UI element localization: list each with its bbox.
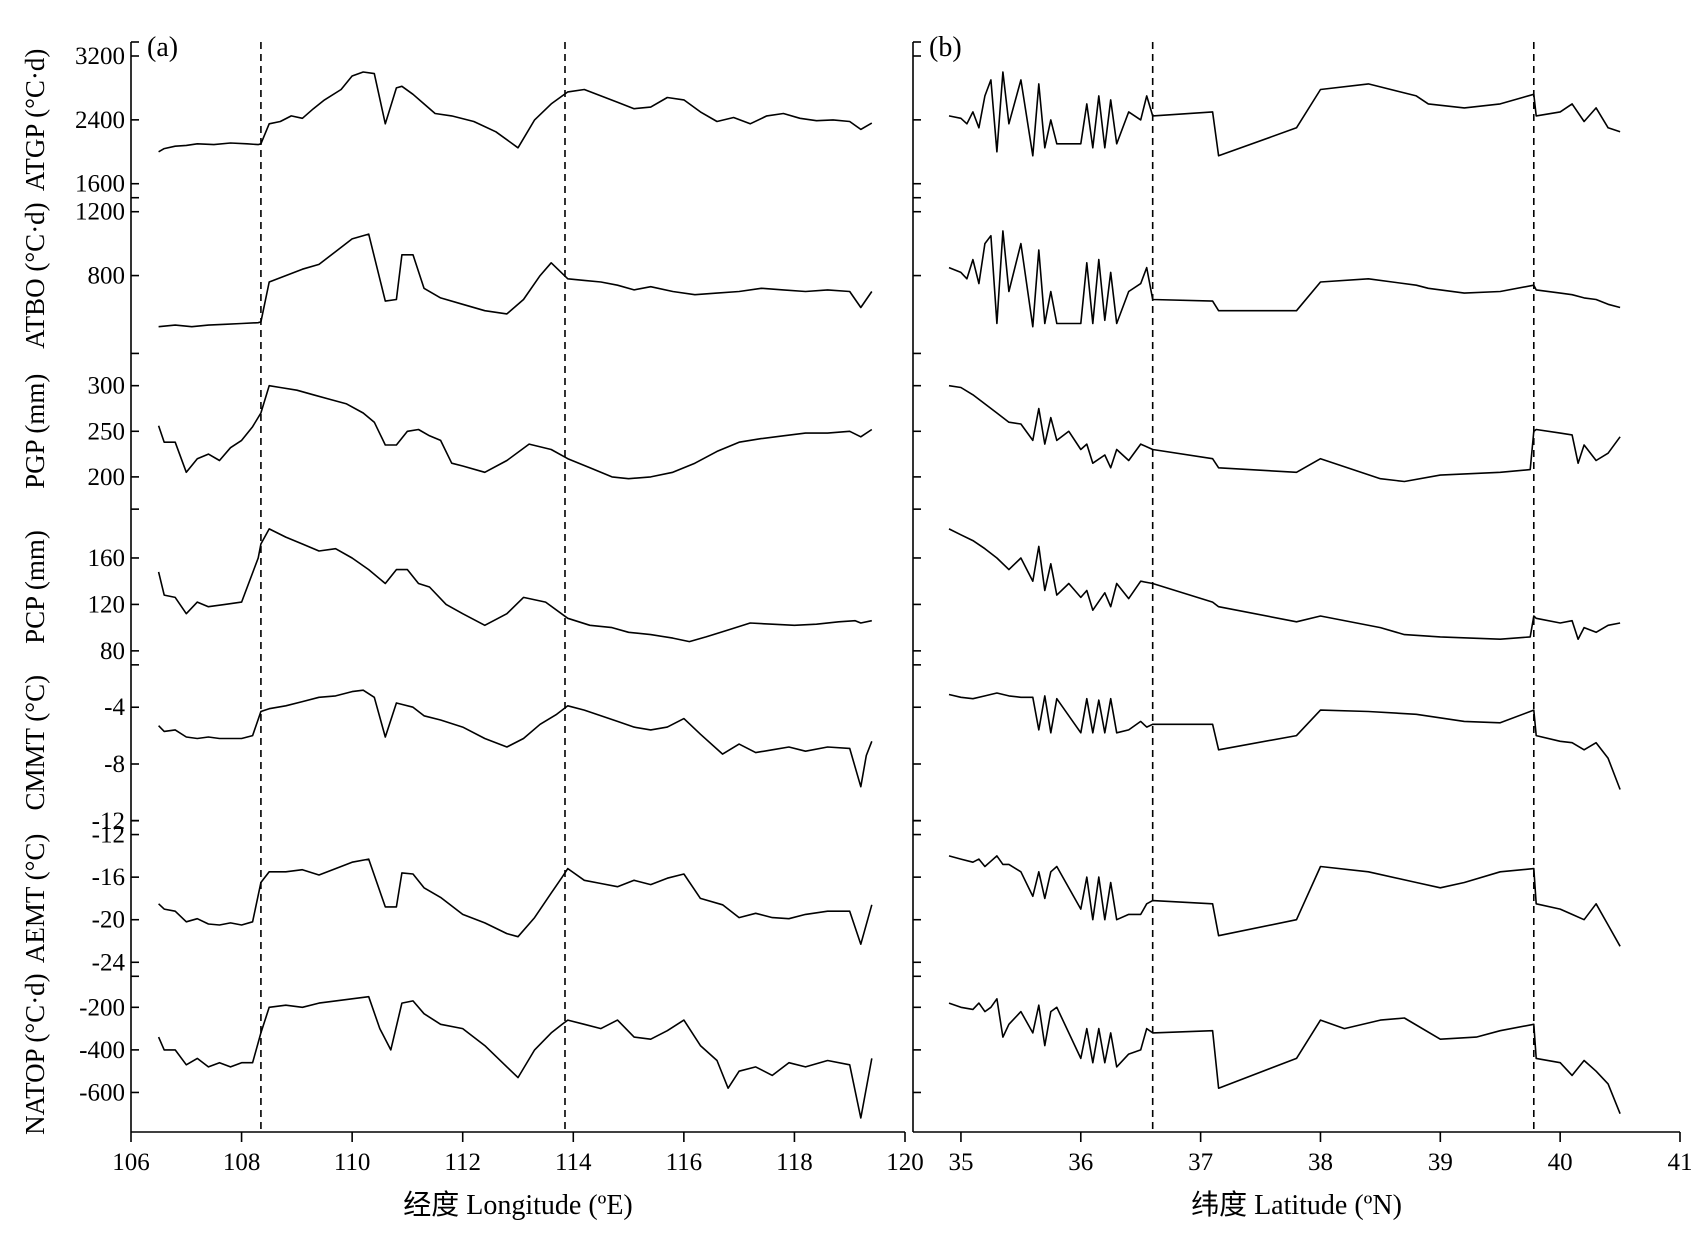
series-line-atgp — [158, 71, 873, 153]
y-axis-label-atbo: ATBO (°C·d) — [20, 202, 50, 349]
y-tick-label: -16 — [92, 864, 125, 891]
x-axis-label: 纬度 Latitude (ºN) — [1191, 1189, 1402, 1221]
y-tick-label: -8 — [104, 751, 125, 778]
x-axis-label: 经度 Longitude (ºE) — [403, 1189, 633, 1221]
x-tick-label: 40 — [1548, 1149, 1573, 1176]
y-axis-label-aemt: AEMT (°C) — [20, 834, 50, 964]
series-line-pgp — [157, 384, 873, 480]
series-line-cmmt — [158, 689, 873, 788]
y-tick-label: -200 — [79, 994, 125, 1021]
y-tick-label: -4 — [104, 694, 125, 721]
y-tick-label: 120 — [88, 591, 126, 618]
series-line-atgp — [948, 71, 1621, 157]
y-tick-label: 250 — [88, 418, 126, 445]
y-tick-label: 3200 — [75, 43, 125, 70]
series-line-aemt — [158, 858, 873, 945]
y-tick-label: -600 — [79, 1079, 125, 1106]
series-line-aemt — [948, 855, 1621, 947]
y-axis-label-pgp: PGP (mm) — [20, 374, 50, 489]
x-tick-label: 39 — [1428, 1149, 1453, 1176]
y-axis-label-pcp: PCP (mm) — [20, 530, 50, 644]
y-tick-label: 800 — [88, 263, 126, 290]
panel-b: 35 36 37 38 39 40 41 纬度 Latitude (ºN) (b) — [912, 32, 1693, 1221]
y-tick-label: -400 — [79, 1037, 125, 1064]
y-tick-label: 2400 — [75, 107, 125, 134]
y-axis-label-cmmt: CMMT (°C) — [20, 675, 50, 811]
y-tick-label: 160 — [88, 545, 126, 572]
x-tick-label: 38 — [1308, 1149, 1333, 1176]
x-tick-label: 108 — [223, 1149, 261, 1176]
series-line-atbo — [158, 233, 873, 328]
x-tick-label: 112 — [444, 1149, 481, 1176]
x-tick-label: 116 — [666, 1149, 703, 1176]
y-axis-labels: ATGP (°C·d) ATBO (°C·d) PGP (mm) PCP (mm) CM… — [20, 49, 50, 1135]
y-axis-label-atgp: ATGP (°C·d) — [20, 49, 50, 192]
x-tick-label: 35 — [948, 1149, 973, 1176]
y-tick-label: 80 — [100, 638, 125, 665]
panel-letter: (a) — [147, 32, 178, 63]
series-line-pcp — [948, 528, 1621, 640]
y-axis-label-natop: NATOP (°C·d) — [20, 973, 50, 1135]
y-tick-label: 300 — [88, 373, 126, 400]
x-tick-label: 118 — [776, 1149, 813, 1176]
x-tick-label: 120 — [886, 1149, 924, 1176]
y-tick-label: -24 — [92, 949, 126, 976]
x-tick-label: 36 — [1068, 1149, 1093, 1176]
y-tick-label: -12 — [92, 808, 125, 835]
x-tick-label: 37 — [1188, 1149, 1213, 1176]
y-tick-label: -12 — [92, 822, 125, 849]
y-tick-label: -20 — [92, 907, 125, 934]
y-tick-label: 1600 — [75, 171, 125, 198]
x-tick-label: 114 — [555, 1149, 592, 1176]
series-line-natop — [157, 995, 873, 1119]
x-tick-label: 41 — [1668, 1149, 1693, 1176]
series-line-pgp — [948, 384, 1621, 483]
series-line-pcp — [157, 528, 872, 643]
panel-letter: (b) — [929, 32, 962, 63]
series-line-natop — [948, 998, 1621, 1114]
x-tick-label: 110 — [334, 1149, 371, 1176]
panel-a: 106 108 110 112 114 116 118 120 经度 Longitude (ºE… — [75, 32, 924, 1221]
series-line-atbo — [948, 230, 1621, 328]
series-line-cmmt — [948, 692, 1621, 790]
y-tick-label: 1200 — [75, 199, 125, 226]
x-tick-label: 106 — [112, 1149, 150, 1176]
y-tick-label: 200 — [88, 464, 126, 491]
